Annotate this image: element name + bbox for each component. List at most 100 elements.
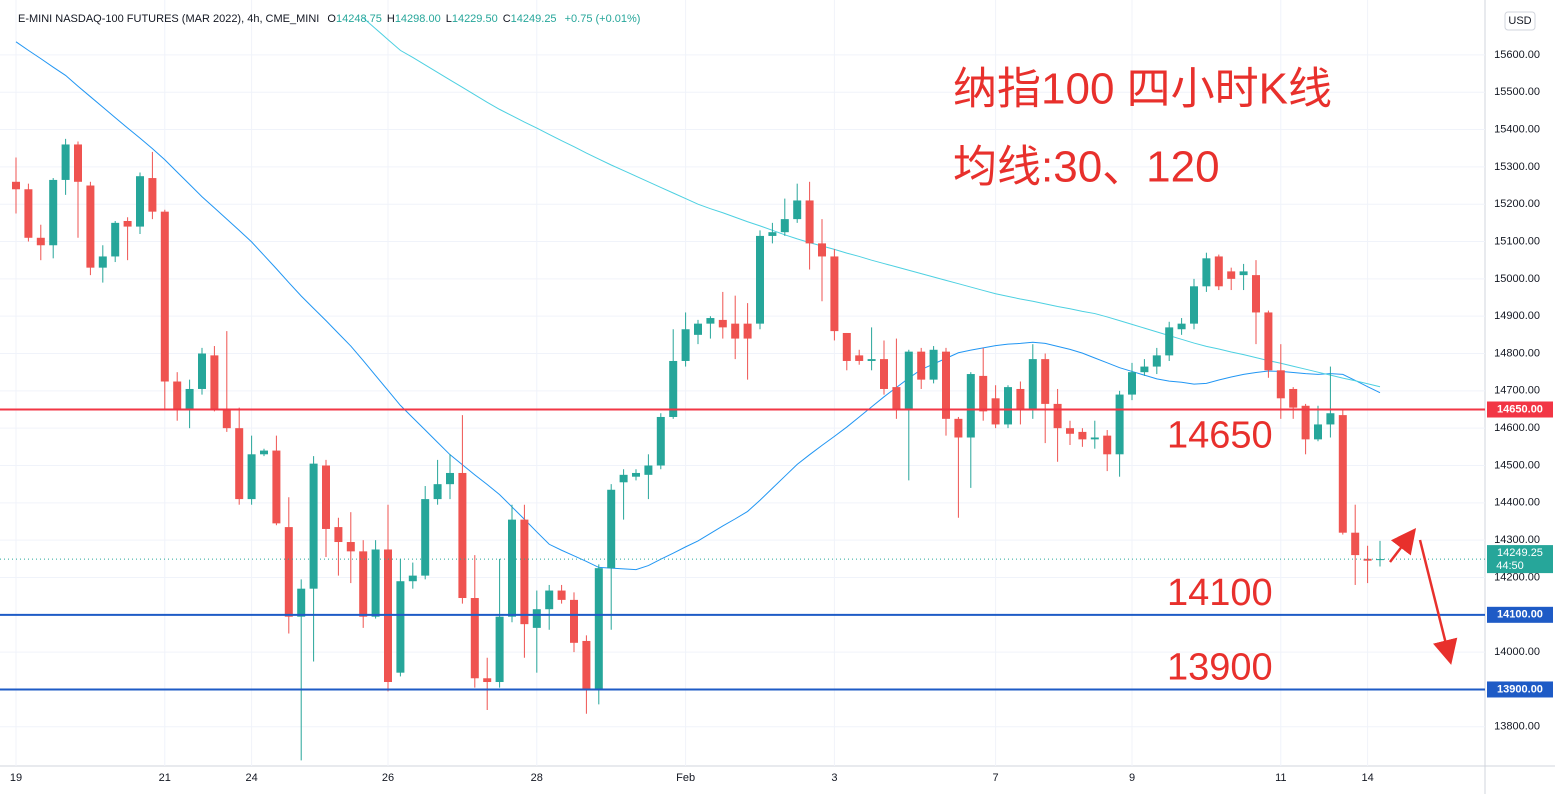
candle-body (1252, 275, 1260, 313)
x-tick-label: 3 (831, 772, 837, 784)
level-annotation: 14650 (1167, 415, 1273, 457)
y-tick-label: 14900.00 (1494, 310, 1540, 322)
candle-body (346, 542, 355, 552)
candle-body (1276, 370, 1285, 399)
candle-body (607, 489, 616, 569)
candle-body (743, 323, 752, 339)
candle-body (123, 220, 132, 227)
candle-body (582, 640, 591, 690)
candle-body (235, 428, 244, 500)
y-tick-label: 15100.00 (1494, 235, 1540, 247)
candle-body (954, 418, 963, 438)
candle-body (917, 351, 926, 380)
countdown: 44:50 (1496, 560, 1524, 572)
candle-body (111, 222, 120, 257)
level-annotation: 13900 (1167, 647, 1273, 689)
candle-body (1351, 532, 1360, 556)
y-tick-label: 14400.00 (1494, 497, 1540, 509)
y-tick-label: 15500.00 (1494, 86, 1540, 98)
last-price-box (1487, 545, 1553, 574)
x-tick-label: 7 (993, 772, 999, 784)
candle-body (545, 590, 554, 610)
candle-body (731, 323, 740, 339)
candle-body (309, 463, 318, 589)
y-tick-label: 14700.00 (1494, 385, 1540, 397)
candle-body (1177, 323, 1186, 330)
candle-body (210, 355, 219, 410)
change: +0.75 (+0.01%) (564, 13, 641, 25)
y-tick-label: 14300.00 (1494, 534, 1540, 546)
level-label-box (1487, 401, 1553, 418)
candle-body (1314, 424, 1322, 440)
candle-body (1028, 359, 1037, 410)
x-tick-label: 24 (245, 772, 257, 784)
candle-body (557, 590, 566, 600)
candle-body (36, 237, 45, 246)
candle-body (1066, 428, 1074, 434)
level-label-box (1487, 606, 1553, 623)
candle-body (966, 374, 975, 438)
candle-body (297, 588, 306, 617)
candle-body (669, 360, 678, 417)
ohlc-key: H (386, 13, 395, 25)
y-tick-label: 15400.00 (1494, 123, 1540, 135)
moving-average (15, 41, 1381, 571)
annotation: 均线:30、120 (953, 143, 1220, 192)
ohlc-value: 14298.00 (394, 13, 441, 25)
candle-body (880, 359, 888, 389)
x-tick-label: 21 (159, 772, 171, 784)
candle-body (1128, 372, 1136, 395)
candle-body (495, 616, 504, 683)
candle-body (86, 185, 95, 268)
y-tick-label: 15600.00 (1494, 49, 1540, 61)
candle-body (458, 472, 467, 599)
candle-body (805, 200, 814, 244)
candle-body (1115, 394, 1124, 455)
candle-body (260, 450, 268, 455)
legend-header: E-MINI NASDAQ-100 FUTURES (MAR 2022), 4h… (18, 13, 640, 25)
candle-body (842, 332, 851, 361)
y-tick-label: 14000.00 (1494, 646, 1540, 658)
candle-body (942, 351, 950, 419)
candle-body (483, 678, 492, 683)
currency-badge (1504, 11, 1536, 31)
candle-body (396, 581, 405, 673)
candle-body (1214, 256, 1223, 287)
ohlc-key: C (502, 13, 511, 25)
candle-body (780, 219, 789, 233)
candle-body (904, 351, 913, 410)
level-annotation: 14100 (1167, 572, 1273, 614)
candle-body (756, 235, 764, 324)
candle-body (1090, 437, 1099, 440)
candle-body (433, 484, 442, 500)
candle-body (148, 178, 157, 212)
candle-body (284, 527, 293, 617)
currency: USD (1508, 15, 1531, 27)
annotation: 纳指100 四小时K线 (953, 65, 1332, 114)
ohlc-key: O (327, 13, 336, 25)
candle-body (718, 319, 727, 328)
candle-body (198, 353, 206, 389)
x-tick-label: 9 (1129, 772, 1135, 784)
candle-body (61, 144, 70, 180)
candle-body (359, 551, 368, 617)
moving-average (362, 17, 1381, 388)
candle-body (1041, 359, 1050, 404)
candle-body (1165, 327, 1174, 356)
candle-body (173, 381, 182, 410)
x-tick-label: 28 (531, 772, 543, 784)
candle-body (1190, 286, 1198, 324)
candle-body (594, 568, 603, 690)
candle-body (1227, 271, 1236, 279)
candle-body (1326, 413, 1335, 425)
candle-body (1202, 258, 1211, 287)
y-tick-label: 13800.00 (1494, 721, 1540, 733)
y-tick-label: 14200.00 (1494, 571, 1540, 583)
candle-body (793, 200, 802, 220)
candle-body (1338, 415, 1347, 533)
y-tick-label: 15200.00 (1494, 198, 1540, 210)
candle-body (979, 375, 988, 412)
candle-body (532, 609, 541, 628)
candle-body (892, 387, 901, 410)
y-tick-label: 14800.00 (1494, 347, 1540, 359)
